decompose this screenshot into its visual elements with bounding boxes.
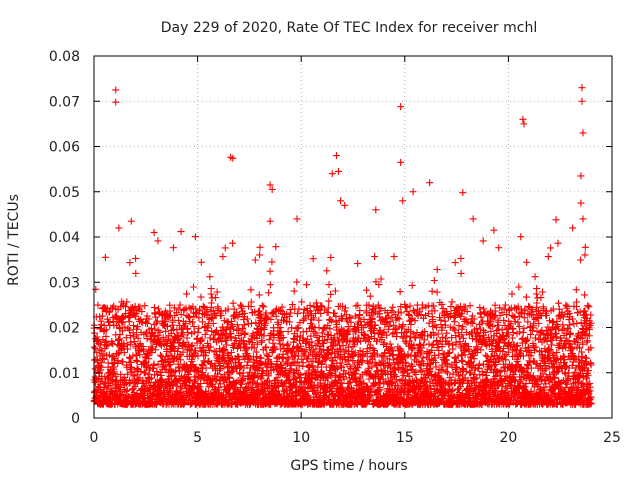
roti-point xyxy=(552,216,560,224)
roti-point xyxy=(266,181,274,189)
roti-point xyxy=(334,167,342,175)
y-tick-label: 0.06 xyxy=(49,140,80,156)
roti-point xyxy=(332,152,340,160)
x-tick-label: 15 xyxy=(396,430,414,446)
roti-point xyxy=(268,185,276,193)
roti-point xyxy=(577,199,585,207)
y-tick-label: 0.01 xyxy=(49,366,80,382)
roti-point xyxy=(578,97,586,105)
y-tick-label: 0.08 xyxy=(49,49,80,65)
roti-point xyxy=(112,98,120,106)
roti-point xyxy=(399,197,407,205)
tick-labels-layer: 0 5 10 15 20 25 0 0.01 0.02 0.03 0.04 0.05 0.06 0.07 0… xyxy=(49,49,621,446)
x-tick-label: 25 xyxy=(603,430,621,446)
ticks-layer xyxy=(93,55,613,419)
x-axis-label: GPS time / hours xyxy=(290,458,407,474)
data-points-layer xyxy=(90,84,595,408)
roti-point xyxy=(577,172,585,180)
x-tick-label: 10 xyxy=(292,430,310,446)
roti-point xyxy=(469,215,477,223)
roti-point xyxy=(579,215,587,223)
roti-point xyxy=(569,224,577,232)
roti-point xyxy=(150,228,158,236)
roti-point xyxy=(397,103,405,111)
y-tick-label: 0 xyxy=(71,411,80,427)
roti-point xyxy=(112,86,120,94)
roti-point xyxy=(127,217,135,225)
x-tick-label: 20 xyxy=(499,430,517,446)
roti-point xyxy=(293,215,301,223)
y-tick-label: 0.03 xyxy=(49,275,80,291)
roti-point xyxy=(578,84,586,92)
y-tick-label: 0.04 xyxy=(49,230,80,246)
roti-point xyxy=(372,206,380,214)
roti-point-cloud xyxy=(90,233,595,408)
roti-point xyxy=(426,179,434,187)
roti-point xyxy=(520,120,528,128)
chart-title: Day 229 of 2020, Rate Of TEC Index for r… xyxy=(161,20,537,36)
roti-point xyxy=(177,228,185,236)
roti-point xyxy=(229,154,237,162)
roti-point xyxy=(397,158,405,166)
y-tick-label: 0.02 xyxy=(49,321,80,337)
roti-point xyxy=(459,189,467,197)
roti-point xyxy=(337,197,345,205)
roti-point xyxy=(519,115,527,123)
roti-point xyxy=(490,226,498,234)
y-tick-label: 0.07 xyxy=(49,94,80,110)
x-tick-label: 0 xyxy=(90,430,99,446)
roti-point xyxy=(328,170,336,178)
roti-point xyxy=(115,224,123,232)
y-tick-label: 0.05 xyxy=(49,185,80,201)
y-axis-label: ROTI / TECUs xyxy=(6,194,22,286)
roti-point xyxy=(409,188,417,196)
roti-point xyxy=(579,129,587,137)
x-tick-label: 5 xyxy=(193,430,202,446)
roti-point xyxy=(341,201,349,209)
roti-point xyxy=(266,217,274,225)
